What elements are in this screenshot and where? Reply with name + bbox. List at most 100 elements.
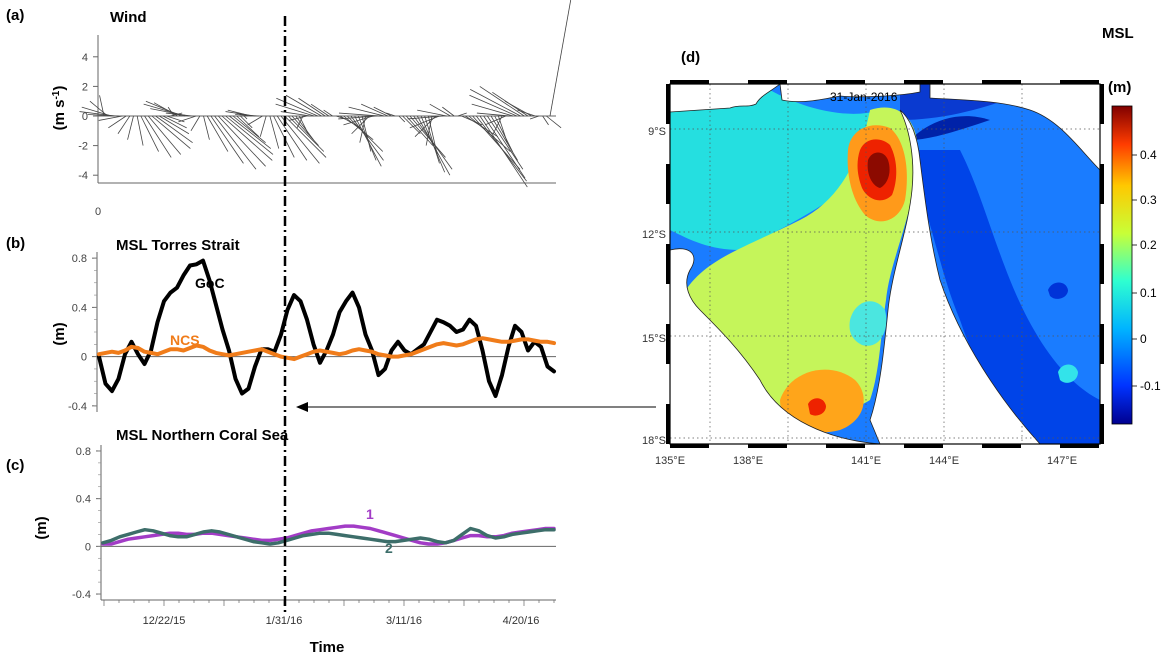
wind-stick [284, 115, 327, 158]
wind-stick [338, 112, 381, 117]
map-frame-bar [1100, 404, 1104, 444]
wind-stick [136, 115, 144, 146]
panel-b-title: MSL Torres Strait [116, 237, 240, 254]
map-date-label: 31-Jan-2016 [830, 90, 898, 104]
wind-stick [108, 115, 127, 129]
wind-stick [343, 115, 374, 140]
wind-stick [494, 115, 513, 152]
map-frame-bar [1100, 84, 1104, 124]
wind-stick [323, 109, 333, 117]
wind-stick [89, 100, 108, 117]
map-frame-bar [666, 164, 670, 204]
panel-a-ytick-label: -2 [78, 141, 88, 153]
panel-c-yaxis: 0.8 0.4 0 -0.4 [72, 445, 102, 601]
ytick-label: 0.8 [76, 446, 91, 458]
wind-stick [472, 115, 521, 170]
panel-b-ylabel: (m) [51, 322, 68, 345]
wind-stick [517, 109, 536, 117]
wind-stick [247, 115, 263, 126]
wind-stick [483, 115, 526, 179]
wind-stick [221, 115, 273, 161]
wind-stick [549, 0, 572, 117]
map-arrow [296, 402, 656, 412]
map-xtick-label: 144°E [929, 455, 959, 467]
wind-stick [405, 115, 434, 146]
wind-stick [288, 115, 307, 121]
wind-stick [236, 115, 260, 138]
wind-stick [298, 97, 326, 117]
wind-stick [343, 115, 374, 126]
wind-stick [155, 115, 193, 143]
panel-d: (d) [642, 25, 1161, 467]
map-frame-bar [748, 80, 787, 84]
wind-stick [546, 115, 562, 129]
colorbar-title-line2: (m) [1108, 79, 1131, 96]
wind-stick [229, 115, 272, 149]
colorbar-tick-label: 0.2 [1140, 238, 1157, 252]
map-frame-bar [1100, 244, 1104, 284]
map-ytick-label: 18°S [642, 435, 666, 447]
wind-stick [280, 111, 311, 117]
wind-stick [127, 115, 134, 140]
wind-stick [276, 97, 318, 117]
wind-stick [373, 106, 392, 117]
wind-stick [407, 115, 444, 120]
wind-stick [210, 115, 244, 164]
series-label-goc: GoC [195, 275, 225, 291]
wind-stick [178, 115, 197, 123]
wind-stick [471, 103, 514, 117]
wind-stick [240, 115, 253, 129]
xtick-label: 4/20/16 [503, 615, 540, 627]
series-label-1: 1 [366, 506, 374, 522]
map-frame-bar [670, 444, 709, 448]
xtick-label: 3/11/16 [386, 615, 422, 627]
series-line-ncs [97, 336, 556, 362]
wind-stick [424, 115, 440, 164]
wind-stick [476, 112, 510, 117]
panel-a-ytick-label: 0 [82, 111, 88, 123]
wind-stick [190, 115, 201, 132]
colorbar-title-line1: MSL [1102, 25, 1134, 42]
wind-stick [276, 115, 308, 161]
ytick-label: -0.4 [72, 589, 91, 601]
series-line-1 [101, 524, 556, 546]
series-line-2 [101, 526, 556, 546]
panel-a-ytick-label: 2 [82, 81, 88, 93]
wind-stick [203, 115, 210, 140]
map-frame-bar [666, 84, 670, 124]
panel-a-xtick-0: 0 [95, 206, 101, 218]
wind-stick [144, 115, 172, 158]
colorbar-tick-label: 0.1 [1140, 286, 1157, 300]
wind-stick [288, 115, 325, 152]
wind-stick [469, 94, 517, 117]
wind-stick [206, 115, 229, 152]
colorbar-gradient [1111, 105, 1133, 425]
wind-stick [487, 115, 524, 170]
wind-stick [429, 103, 451, 117]
panel-c-xlabel: Time [310, 639, 345, 656]
map-frame-bar [1060, 444, 1099, 448]
map-frame-bar [666, 244, 670, 284]
panel-a-title: Wind [110, 9, 147, 26]
wind-stick [484, 115, 506, 126]
colorbar-tick-label: 0.3 [1140, 193, 1157, 207]
map-frame-bar [1100, 164, 1104, 204]
panel-a-ytick-label: -4 [78, 170, 88, 182]
wind-stick [280, 115, 320, 164]
map-frame-bar [666, 404, 670, 444]
wind-stick [470, 89, 521, 117]
map-frame-bar [826, 444, 865, 448]
series-label-ncs: NCS [170, 332, 200, 348]
wind-stick [165, 112, 193, 117]
ytick-label: 0.4 [72, 302, 87, 314]
wind-stick [386, 112, 396, 117]
wind-stick [492, 115, 503, 134]
ytick-label: -0.4 [68, 401, 87, 413]
wind-stick [442, 106, 455, 117]
map-frame-bars-x [666, 80, 1104, 448]
map-frame-bar [826, 80, 865, 84]
wind-stick [361, 103, 388, 117]
wind-stick [457, 112, 467, 117]
wind-stick [159, 115, 190, 135]
